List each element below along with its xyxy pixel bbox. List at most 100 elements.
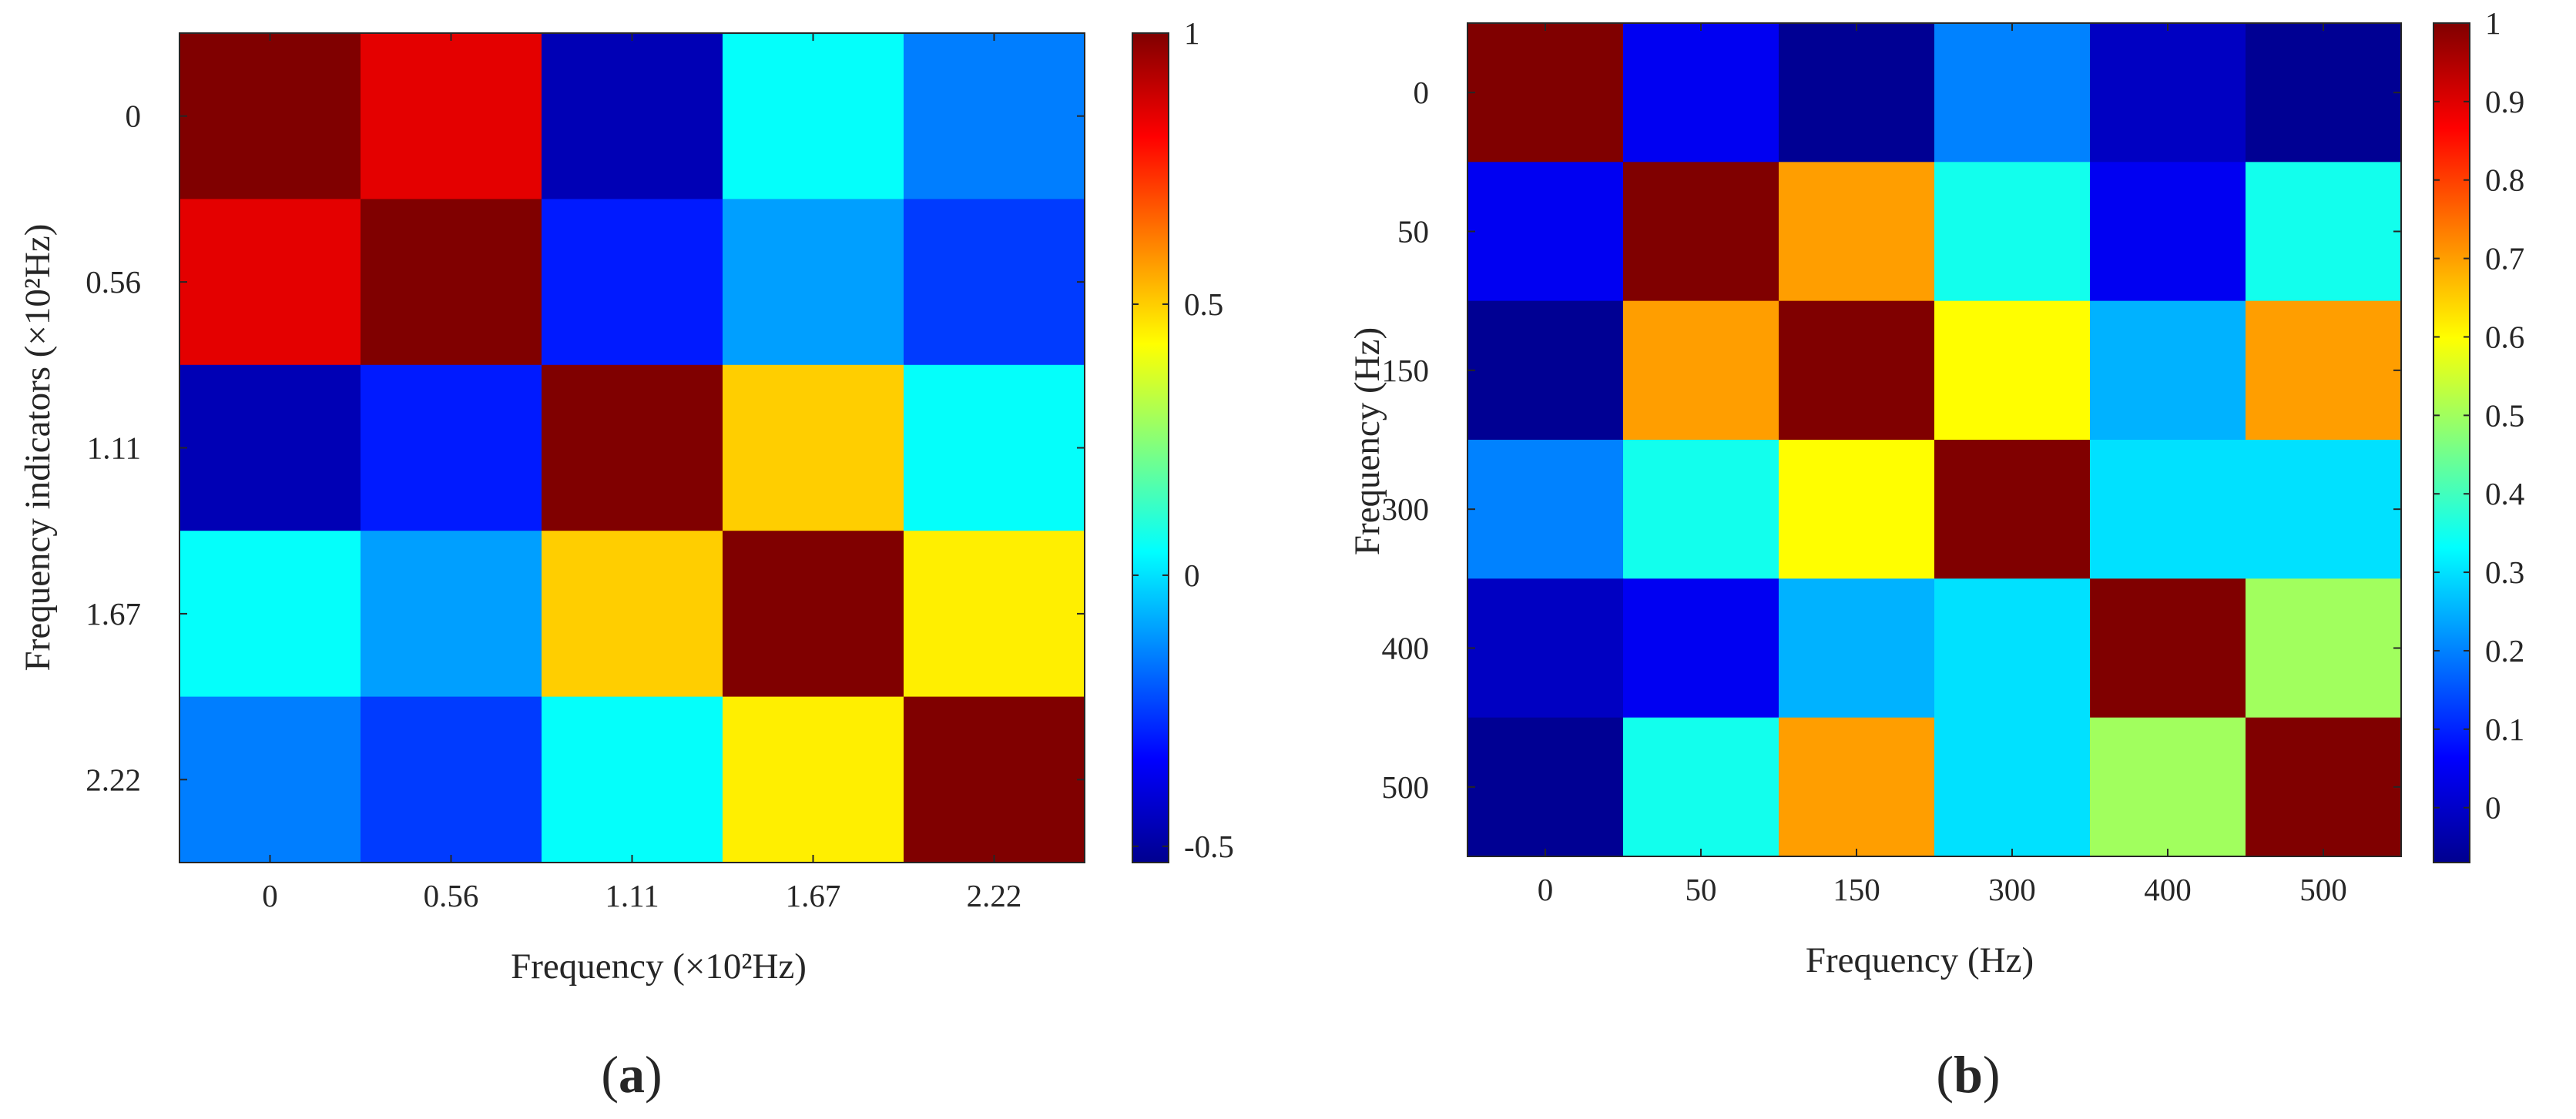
heatmap-cell-b-r0-c3: [1934, 23, 2091, 162]
colorbar-ticks-b: 1 0.9 0.8 0.7 0.6 0.5 0.4 0.3 0.2 0.1 0: [2433, 5, 2524, 826]
y-tick-label-a: 2.22: [86, 762, 141, 797]
y-tick-label-a: 1.11: [87, 431, 141, 466]
heatmap-cell-b-r4-c2: [1779, 578, 1935, 719]
heatmap-cell-b-r1-c4: [2090, 162, 2246, 302]
colorbar-tick-label-b: 0.5: [2485, 397, 2524, 433]
colorbar-tick-label-b: 0: [2485, 790, 2501, 826]
heatmap-cell-b-r4-c3: [1934, 578, 2091, 719]
heatmap-cell-b-r3-c1: [1623, 440, 1779, 579]
heatmap-cell-b-r3-c5: [2246, 440, 2402, 579]
x-tick-label-a: 1.11: [605, 878, 659, 913]
x-tick-label-b: 50: [1685, 872, 1717, 907]
heatmap-cell-a-r4-c3: [723, 696, 904, 863]
heatmap-cell-b-r1-c1: [1623, 162, 1779, 302]
panel-a: 0 0.56 1.11 1.67 2.22 0 0.56 1.11 1.67 2.22 Freq…: [18, 15, 1234, 1104]
heatmap-cell-b-r4-c0: [1467, 578, 1624, 719]
heatmap-cell-a-r4-c1: [361, 696, 542, 863]
heatmap-cell-a-r1-c4: [904, 199, 1085, 366]
heatmap-cell-b-r2-c1: [1623, 300, 1779, 441]
y-tick-label-b: 0: [1414, 75, 1430, 110]
colorbar-tick-label-b: 1: [2485, 5, 2501, 41]
heatmap-cell-b-r5-c4: [2090, 717, 2246, 857]
panel-label-b: (b): [1936, 1045, 2000, 1104]
colorbar-ticks-a: 1 0.5 0 -0.5: [1132, 15, 1234, 864]
y-tick-labels-b: 0 50 150 300 400 500: [1382, 75, 2401, 805]
heatmap-cell-a-r2-c1: [361, 364, 542, 531]
colorbar-tick-label-a: -0.5: [1184, 829, 1234, 864]
heatmap-cell-a-r3-c2: [542, 531, 723, 698]
heatmap-cell-a-r3-c1: [361, 531, 542, 698]
heatmap-cell-b-r0-c4: [2090, 23, 2246, 162]
heatmap-cell-a-r3-c4: [904, 531, 1085, 698]
y-tick-label-b: 400: [1382, 631, 1430, 666]
heatmap-cell-b-r3-c4: [2090, 440, 2246, 579]
panel-b: 0 50 150 300 400 500 0 50 150 300 400 500 Frequenc…: [1347, 5, 2524, 1104]
heatmap-cell-b-r1-c0: [1467, 162, 1624, 302]
heatmap-cell-b-r5-c5: [2246, 717, 2402, 857]
heatmap-cell-b-r2-c3: [1934, 300, 2091, 441]
colorbar-tick-label-b: 0.8: [2485, 162, 2524, 198]
heatmap-cell-a-r2-c0: [179, 364, 361, 531]
heatmap-cell-b-r4-c4: [2090, 578, 2246, 719]
heatmap-cell-b-r5-c2: [1779, 717, 1935, 857]
heatmap-cell-a-r3-c3: [723, 531, 904, 698]
heatmap-cell-b-r1-c2: [1779, 162, 1935, 302]
heatmap-cell-a-r2-c3: [723, 364, 904, 531]
heatmap-cell-b-r2-c2: [1779, 300, 1935, 441]
heatmap-cell-a-r1-c0: [179, 199, 361, 366]
heatmap-cell-b-r3-c3: [1934, 440, 2091, 579]
x-tick-labels-a: 0 0.56 1.11 1.67 2.22: [262, 33, 1021, 913]
colorbar-b: [2433, 22, 2470, 863]
y-tick-label-b: 500: [1382, 769, 1430, 805]
heatmap-cell-a-r0-c2: [542, 33, 723, 199]
heatmap-cell-a-r2-c2: [542, 364, 723, 531]
panel-label-a: (a): [601, 1045, 662, 1104]
heatmap-cell-a-r2-c4: [904, 364, 1085, 531]
heatmap-cell-a-r0-c4: [904, 33, 1085, 199]
heatmap-cell-b-r3-c0: [1467, 440, 1624, 579]
heatmap-cell-b-r0-c5: [2246, 23, 2402, 162]
heatmap-cell-a-r0-c1: [361, 33, 542, 199]
colorbar-tick-label-a: 0.5: [1184, 286, 1223, 322]
x-tick-label-a: 0: [262, 878, 278, 913]
x-tick-labels-b: 0 50 150 300 400 500: [1538, 23, 2347, 907]
x-tick-label-b: 400: [2144, 872, 2192, 907]
heatmap-a: [179, 33, 1085, 863]
y-tick-labels-a: 0 0.56 1.11 1.67 2.22: [86, 99, 1085, 797]
y-tick-label-a: 0: [126, 99, 142, 134]
heatmap-cell-b-r0-c0: [1467, 23, 1624, 162]
x-axis-label-a: Frequency (×10²Hz): [511, 946, 807, 987]
x-tick-label-b: 150: [1833, 872, 1880, 907]
heatmap-cell-b-r5-c1: [1623, 717, 1779, 857]
colorbar-tick-label-a: 0: [1184, 558, 1200, 593]
heatmap-cell-b-r1-c3: [1934, 162, 2091, 302]
x-tick-label-a: 0.56: [424, 878, 479, 913]
x-tick-label-b: 0: [1538, 872, 1554, 907]
heatmap-cell-b-r0-c1: [1623, 23, 1779, 162]
heatmap-cell-a-r1-c3: [723, 199, 904, 366]
heatmap-cell-a-r0-c3: [723, 33, 904, 199]
colorbar-tick-label-b: 0.4: [2485, 476, 2524, 511]
y-tick-label-b: 300: [1382, 491, 1430, 527]
y-tick-label-a: 0.56: [86, 264, 141, 300]
y-tick-label-a: 1.67: [86, 596, 141, 632]
heatmap-cell-b-r0-c2: [1779, 23, 1935, 162]
colorbar-tick-label-b: 0.7: [2485, 241, 2524, 276]
y-tick-label-b: 50: [1397, 214, 1429, 250]
x-tick-label-a: 2.22: [967, 878, 1022, 913]
heatmap-cell-a-r3-c0: [179, 531, 361, 698]
colorbar-tick-label-b: 0.1: [2485, 712, 2524, 747]
heatmap-cell-b-r1-c5: [2246, 162, 2402, 302]
colorbar-tick-label-b: 0.3: [2485, 554, 2524, 590]
x-tick-label-a: 1.67: [786, 878, 841, 913]
heatmap-cell-b-r2-c5: [2246, 300, 2402, 441]
heatmap-b: [1467, 23, 2402, 857]
x-axis-label-b: Frequency (Hz): [1806, 940, 2034, 980]
x-tick-label-b: 300: [1988, 872, 2036, 907]
y-axis-label-a: Frequency indicators (×10²Hz): [18, 224, 58, 672]
x-tick-label-b: 500: [2299, 872, 2347, 907]
heatmap-cell-b-r5-c0: [1467, 717, 1624, 857]
heatmap-cell-b-r2-c0: [1467, 300, 1624, 441]
colorbar-tick-label-b: 0.2: [2485, 633, 2524, 668]
